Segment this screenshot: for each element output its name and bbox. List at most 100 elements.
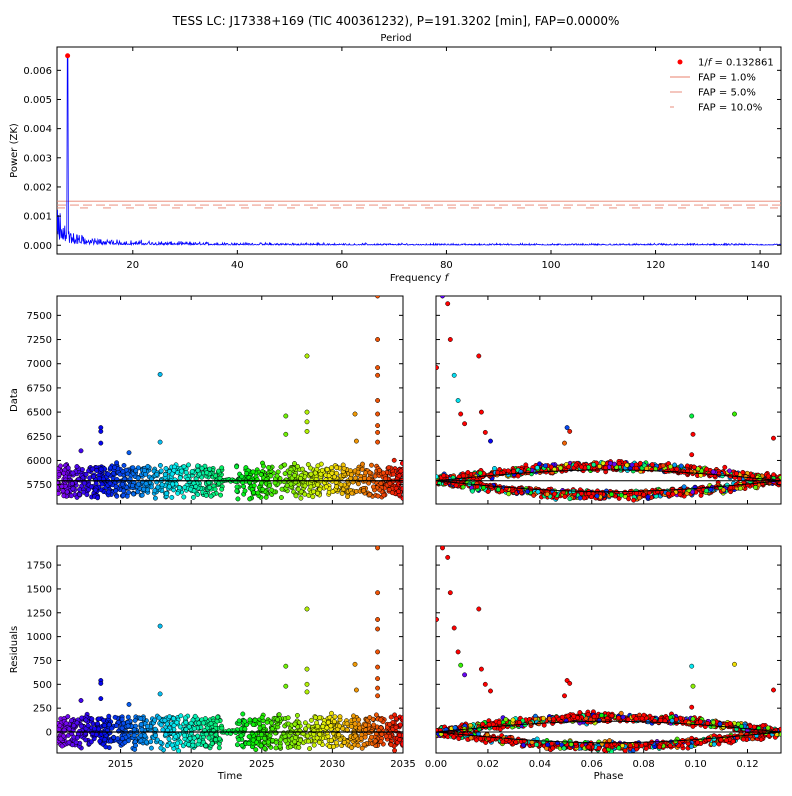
data-vs-time-point: [360, 467, 364, 471]
data-vs-time-point: [369, 463, 373, 467]
residuals-vs-time-point: [263, 746, 267, 750]
data-vs-time-point: [396, 489, 400, 493]
residuals-vs-time-point: [59, 737, 63, 741]
residuals-vs-time-point: [251, 722, 255, 726]
residuals-vs-time-point: [217, 746, 221, 750]
data-vs-time-point: [349, 473, 353, 477]
data-vs-time-point: [71, 487, 75, 491]
residuals-vs-phase-point: [674, 717, 678, 721]
residuals-vs-phase-point: [724, 738, 728, 742]
data-vs-time-point: [235, 485, 239, 489]
data-vs-time-point: [397, 482, 401, 486]
data-vs-phase-point: [470, 489, 474, 493]
residuals-vs-time-point: [210, 741, 214, 745]
data-vs-time-point: [146, 464, 150, 468]
data-vs-phase-point: [650, 462, 654, 466]
legend-fap-label: FAP = 1.0%: [698, 73, 756, 84]
residuals-vs-phase-point: [546, 743, 550, 747]
residuals-vs-time-ytick-label: 1000: [27, 632, 52, 643]
residuals-vs-phase-point: [712, 737, 716, 741]
residuals-vs-time-point: [374, 713, 378, 717]
data-vs-time-point: [397, 474, 401, 478]
periodogram-xtick-label: 120: [646, 260, 665, 271]
residuals-vs-time-point: [394, 725, 398, 729]
data-vs-time-point: [153, 496, 157, 500]
residuals-vs-phase-point: [617, 746, 621, 750]
residuals-vs-time-point: [182, 733, 186, 737]
data-vs-time-outlier-point: [305, 354, 309, 358]
data-vs-phase-point: [666, 491, 670, 495]
residuals-vs-time-point: [281, 731, 285, 735]
data-vs-time-point: [348, 469, 352, 473]
residuals-vs-time-point: [102, 731, 106, 735]
data-vs-phase-point: [766, 474, 770, 478]
residuals-vs-time-outlier-point: [99, 696, 103, 700]
residuals-vs-time-outlier-point: [375, 650, 379, 654]
periodogram-ytick-label: 0.003: [23, 153, 52, 164]
data-vs-time-point: [125, 494, 129, 498]
residuals-vs-time-xtick-label: 2020: [178, 759, 203, 770]
data-vs-phase-point: [699, 493, 703, 497]
residuals-vs-time-point: [201, 721, 205, 725]
residuals-vs-phase-point: [711, 720, 715, 724]
data-vs-time-point: [196, 492, 200, 496]
residuals-vs-phase-point: [511, 718, 515, 722]
residuals-vs-phase-point: [607, 738, 611, 742]
data-vs-time-point: [182, 464, 186, 468]
residuals-vs-time-ytick-label: 500: [33, 680, 52, 691]
periodogram-ytick-label: 0.005: [23, 95, 52, 106]
data-vs-phase-point: [496, 470, 500, 474]
data-vs-time-point: [145, 488, 149, 492]
data-vs-phase-outlier-point: [565, 425, 569, 429]
residuals-vs-time-point: [392, 748, 396, 752]
data-vs-time-point: [331, 489, 335, 493]
data-vs-phase-point: [552, 492, 556, 496]
residuals-vs-phase-outlier-point: [479, 667, 483, 671]
residuals-vs-phase-outlier-point: [440, 546, 444, 550]
residuals-vs-phase-point: [698, 720, 702, 724]
data-vs-time-point: [309, 485, 313, 489]
residuals-vs-phase-point: [541, 740, 545, 744]
data-vs-time-point: [144, 482, 148, 486]
data-vs-time-outlier-point: [375, 430, 379, 434]
data-vs-time-point: [71, 471, 75, 475]
residuals-vs-phase-point: [691, 717, 695, 721]
residuals-vs-time-point: [337, 724, 341, 728]
residuals-vs-time-point: [133, 743, 137, 747]
data-vs-time-point: [62, 471, 66, 475]
data-vs-time-point: [114, 461, 118, 465]
periodogram-ytick-label: 0.006: [23, 66, 52, 77]
data-vs-time-point: [216, 469, 220, 473]
data-vs-phase-point: [516, 474, 520, 478]
residuals-vs-time-outlier-point: [158, 624, 162, 628]
residuals-vs-phase-point: [712, 742, 716, 746]
residuals-vs-time-point: [318, 716, 322, 720]
data-vs-phase-point: [738, 486, 742, 490]
residuals-vs-time-point: [303, 721, 307, 725]
periodogram-ytick-label: 0.001: [23, 212, 52, 223]
residuals-vs-time-outlier-point: [375, 591, 379, 595]
residuals-vs-time-point: [98, 739, 102, 743]
data-vs-phase-point: [563, 494, 567, 498]
residuals-vs-time-point: [368, 715, 372, 719]
residuals-vs-phase-plot-area: [434, 546, 783, 754]
data-vs-time-point: [69, 494, 73, 498]
data-vs-time-point: [325, 467, 329, 471]
residuals-vs-phase-point: [670, 719, 674, 723]
residuals-vs-time-point: [295, 713, 299, 717]
residuals-vs-time-point: [60, 744, 64, 748]
data-vs-phase-point: [612, 462, 616, 466]
residuals-vs-time-point: [102, 723, 106, 727]
data-vs-time-outlier-point: [375, 398, 379, 402]
residuals-vs-time-point: [123, 740, 127, 744]
data-vs-phase-outlier-point: [459, 412, 463, 416]
data-vs-time-point: [160, 483, 164, 487]
data-vs-phase-point: [486, 489, 490, 493]
data-vs-time-point: [340, 491, 344, 495]
data-vs-phase-outlier-point: [562, 441, 566, 445]
residuals-vs-time-point: [159, 746, 163, 750]
data-vs-time-outlier-point: [353, 412, 357, 416]
data-vs-phase-point: [504, 486, 508, 490]
residuals-vs-time-point: [79, 724, 83, 728]
data-vs-time-point: [315, 483, 319, 487]
